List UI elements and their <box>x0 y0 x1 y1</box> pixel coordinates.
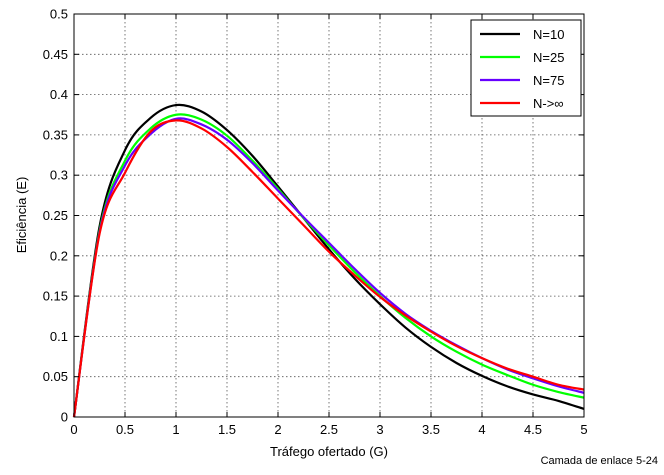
legend: N=10 N=25 N=75 N->∞ <box>470 19 582 117</box>
legend-box <box>470 19 582 117</box>
x-tick-label: 0 <box>70 422 77 437</box>
x-tick-label: 3 <box>376 422 383 437</box>
y-tick-label: 0 <box>61 410 68 425</box>
y-tick-label: 0.15 <box>43 289 68 304</box>
y-axis-label: Eficiência (E) <box>14 177 29 254</box>
x-tick-label: 2 <box>274 422 281 437</box>
x-tick-label: 4.5 <box>524 422 542 437</box>
legend-label: N->∞ <box>533 96 564 111</box>
y-tick-label: 0.45 <box>43 47 68 62</box>
series-line <box>72 103 585 418</box>
legend-label: N=75 <box>533 73 564 88</box>
slide-footer: Camada de enlace 5-24 <box>540 455 658 467</box>
x-tick-label: 2.5 <box>320 422 338 437</box>
x-axis-label: Tráfego ofertado (G) <box>270 444 388 459</box>
y-tick-label: 0.1 <box>50 329 68 344</box>
x-tick-label: 5 <box>580 422 587 437</box>
x-tick-label: 3.5 <box>422 422 440 437</box>
y-tick-label: 0.5 <box>50 7 68 22</box>
y-tick-label: 0.05 <box>43 369 68 384</box>
legend-label: N=10 <box>533 27 564 42</box>
x-tick-label: 1.5 <box>218 422 236 437</box>
y-tick-label: 0.25 <box>43 208 68 223</box>
x-tick-label: 4 <box>478 422 485 437</box>
series-lines <box>72 103 585 418</box>
y-tick-label: 0.2 <box>50 248 68 263</box>
x-tick-label: 1 <box>172 422 179 437</box>
y-tick-label: 0.3 <box>50 168 68 183</box>
axis-ticks: 0 0.5 1 1.5 2 2.5 3 3.5 4 4.5 5 0 0.05 0.1 0.15 0.2 0.25… <box>43 7 588 438</box>
series-line <box>72 119 585 418</box>
y-tick-label: 0.4 <box>50 87 68 102</box>
x-tick-label: 0.5 <box>116 422 134 437</box>
series-line <box>72 113 585 418</box>
y-tick-label: 0.35 <box>43 127 68 142</box>
legend-label: N=25 <box>533 50 564 65</box>
